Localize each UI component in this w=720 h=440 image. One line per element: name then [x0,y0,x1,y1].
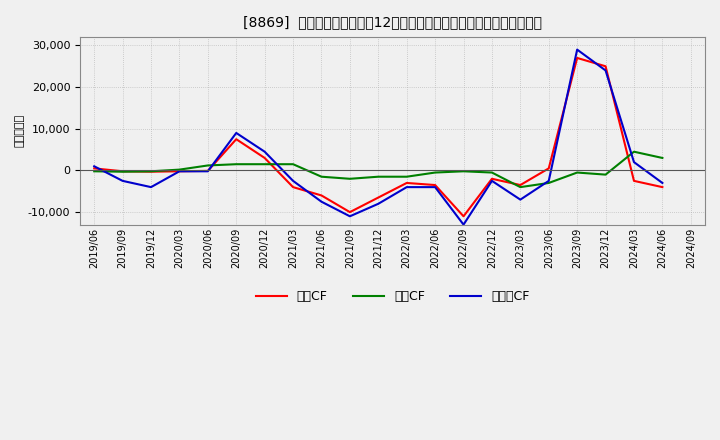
営業CF [487,176,496,181]
投賃CF [658,155,667,161]
営業CF [431,183,439,188]
投賃CF [175,167,184,172]
フリーCF [317,199,325,204]
フリーCF [658,180,667,186]
フリーCF [630,159,639,165]
フリーCF [346,214,354,219]
投賃CF [573,170,582,175]
フリーCF [232,130,240,136]
投賃CF [289,161,297,167]
投賃CF [118,169,127,174]
営業CF [261,155,269,161]
フリーCF [573,47,582,52]
営業CF [204,168,212,173]
投賃CF [374,174,382,180]
投賃CF [261,161,269,167]
フリーCF [261,149,269,154]
フリーCF [204,169,212,174]
フリーCF [601,68,610,73]
営業CF [573,55,582,61]
投賃CF [90,169,99,174]
Title: [8869]  キャッシュフローの12か月移動合計の対前年同期増減額の推移: [8869] キャッシュフローの12か月移動合計の対前年同期増減額の推移 [243,15,542,29]
営業CF [630,178,639,183]
フリーCF [90,164,99,169]
投賃CF [459,169,468,174]
営業CF [289,184,297,190]
営業CF [118,169,127,174]
Legend: 営業CF, 投賃CF, フリーCF: 営業CF, 投賃CF, フリーCF [251,286,534,308]
投賃CF [346,176,354,181]
フリーCF [402,184,411,190]
投賃CF [317,174,325,180]
営業CF [601,64,610,69]
営業CF [516,183,525,188]
Y-axis label: （百万円）: （百万円） [15,114,25,147]
フリーCF [487,178,496,183]
投賃CF [516,184,525,190]
投賃CF [601,172,610,177]
営業CF [658,184,667,190]
投賃CF [431,170,439,175]
フリーCF [516,197,525,202]
営業CF [147,169,156,174]
投賃CF [630,149,639,154]
営業CF [175,169,184,174]
営業CF [90,166,99,171]
投賃CF [147,169,156,174]
Line: 投賃CF: 投賃CF [94,152,662,187]
投賃CF [402,174,411,180]
営業CF [402,180,411,186]
フリーCF [431,184,439,190]
Line: フリーCF: フリーCF [94,50,662,225]
営業CF [317,193,325,198]
フリーCF [289,178,297,183]
営業CF [544,166,553,171]
フリーCF [459,222,468,227]
投賃CF [204,163,212,168]
投賃CF [544,180,553,186]
フリーCF [118,178,127,183]
営業CF [374,195,382,200]
営業CF [459,214,468,219]
営業CF [346,209,354,215]
投賃CF [232,161,240,167]
営業CF [232,136,240,142]
フリーCF [544,178,553,183]
フリーCF [147,184,156,190]
投賃CF [487,170,496,175]
Line: 営業CF: 営業CF [94,58,662,216]
フリーCF [374,201,382,206]
フリーCF [175,169,184,174]
